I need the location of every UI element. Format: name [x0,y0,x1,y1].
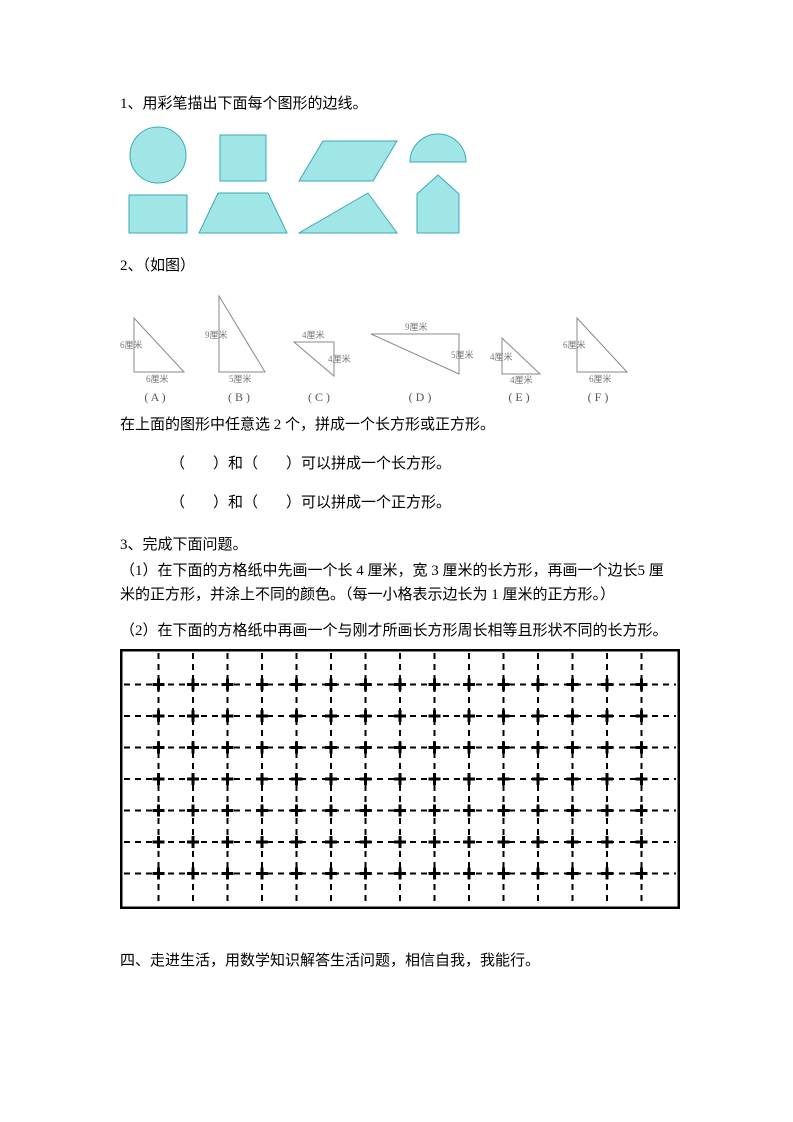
triangle-b: 9厘米 5厘米 ( B ) [205,292,273,407]
svg-text:4厘米: 4厘米 [490,351,513,362]
triangle-c: 4厘米 4厘米 ( C ) [288,328,350,407]
q4-body: 走进生活，用数学知识解答生活问题，相信自我，我能行。 [150,953,540,969]
q1-text: 1、用彩笔描出下面每个图形的边线。 [120,92,673,116]
shapes-col-2 [198,134,288,234]
svg-text:4厘米: 4厘米 [510,374,533,384]
triangle-f: 6厘米 6厘米 ( F ) [563,312,633,407]
square-shape [219,134,267,182]
q2-fill-2: （）和（）可以拼成一个正方形。 [170,491,673,515]
svg-text:5厘米: 5厘米 [229,373,252,384]
q2-fill-1: （）和（）可以拼成一个长方形。 [170,452,673,476]
pentagon-house-shape [416,174,460,234]
svg-text:4厘米: 4厘米 [302,329,325,340]
svg-text:6厘米: 6厘米 [120,339,143,350]
q3-title-text: 完成下面问题。 [143,537,248,553]
svg-text:9厘米: 9厘米 [205,329,228,340]
svg-text:6厘米: 6厘米 [589,373,612,384]
question-3: 3、完成下面问题。 （1）在下面的方格纸中先画一个长 4 厘米，宽 3 厘米的长… [120,533,673,909]
semicircle-shape [408,130,468,164]
svg-text:6厘米: 6厘米 [146,373,169,384]
svg-text:9厘米: 9厘米 [405,321,428,332]
svg-text:6厘米: 6厘米 [563,339,586,350]
tri-e-label: ( E ) [508,388,529,407]
q1-number: 1、 [120,96,143,112]
question-2: 2、（如图） 6厘米 6厘米 ( A ) 9厘米 5厘米 ( B ) [120,254,673,515]
triangle-d: 9厘米 5厘米 ( D ) [365,320,475,407]
tri-b-label: ( B ) [228,388,250,407]
q3-part2: （2）在下面的方格纸中再画一个与刚才所画长方形周长相等且形状不同的长方形。 [120,619,673,643]
triangle-a: 6厘米 6厘米 ( A ) [120,312,190,407]
shapes-container [128,126,673,234]
shapes-col-4 [408,130,468,234]
parallelogram-shape [298,140,398,182]
triangle-e: 4厘米 4厘米 ( E ) [490,332,548,407]
triangles-container: 6厘米 6厘米 ( A ) 9厘米 5厘米 ( B ) 4厘米 4厘 [120,292,673,407]
q2-instruction: 在上面的图形中任意选 2 个，拼成一个长方形或正方形。 [120,413,673,437]
q3-title: 3、完成下面问题。 [120,533,673,557]
svg-text:4厘米: 4厘米 [328,353,350,364]
q3-part1: （1）在下面的方格纸中先画一个长 4 厘米，宽 3 厘米的长方形，再画一个边长5… [120,559,673,607]
tri-a-label: ( A ) [144,388,165,407]
question-4: 四、走进生活，用数学知识解答生活问题，相信自我，我能行。 [120,949,673,973]
trapezoid-shape [198,192,288,234]
worksheet-page: 1、用彩笔描出下面每个图形的边线。 2、（如图） [0,0,793,1031]
circle-shape [128,126,188,184]
shapes-col-1 [128,126,188,234]
shapes-col-3 [298,140,398,234]
svg-text:5厘米: 5厘米 [451,349,474,360]
rect-shape [128,194,188,234]
grid-paper [120,649,680,909]
q2-text: 2、（如图） [120,254,673,278]
q1-body: 用彩笔描出下面每个图形的边线。 [143,96,368,112]
tri-d-label: ( D ) [409,388,432,407]
q4-number: 四、 [120,953,150,969]
q4-text: 四、走进生活，用数学知识解答生活问题，相信自我，我能行。 [120,949,673,973]
triangle-shape [298,192,398,234]
q2-body: （如图） [143,258,196,274]
tri-c-label: ( C ) [308,388,330,407]
q3-number: 3、 [120,537,143,553]
question-1: 1、用彩笔描出下面每个图形的边线。 [120,92,673,234]
tri-f-label: ( F ) [588,388,609,407]
q2-number: 2、 [120,258,143,274]
